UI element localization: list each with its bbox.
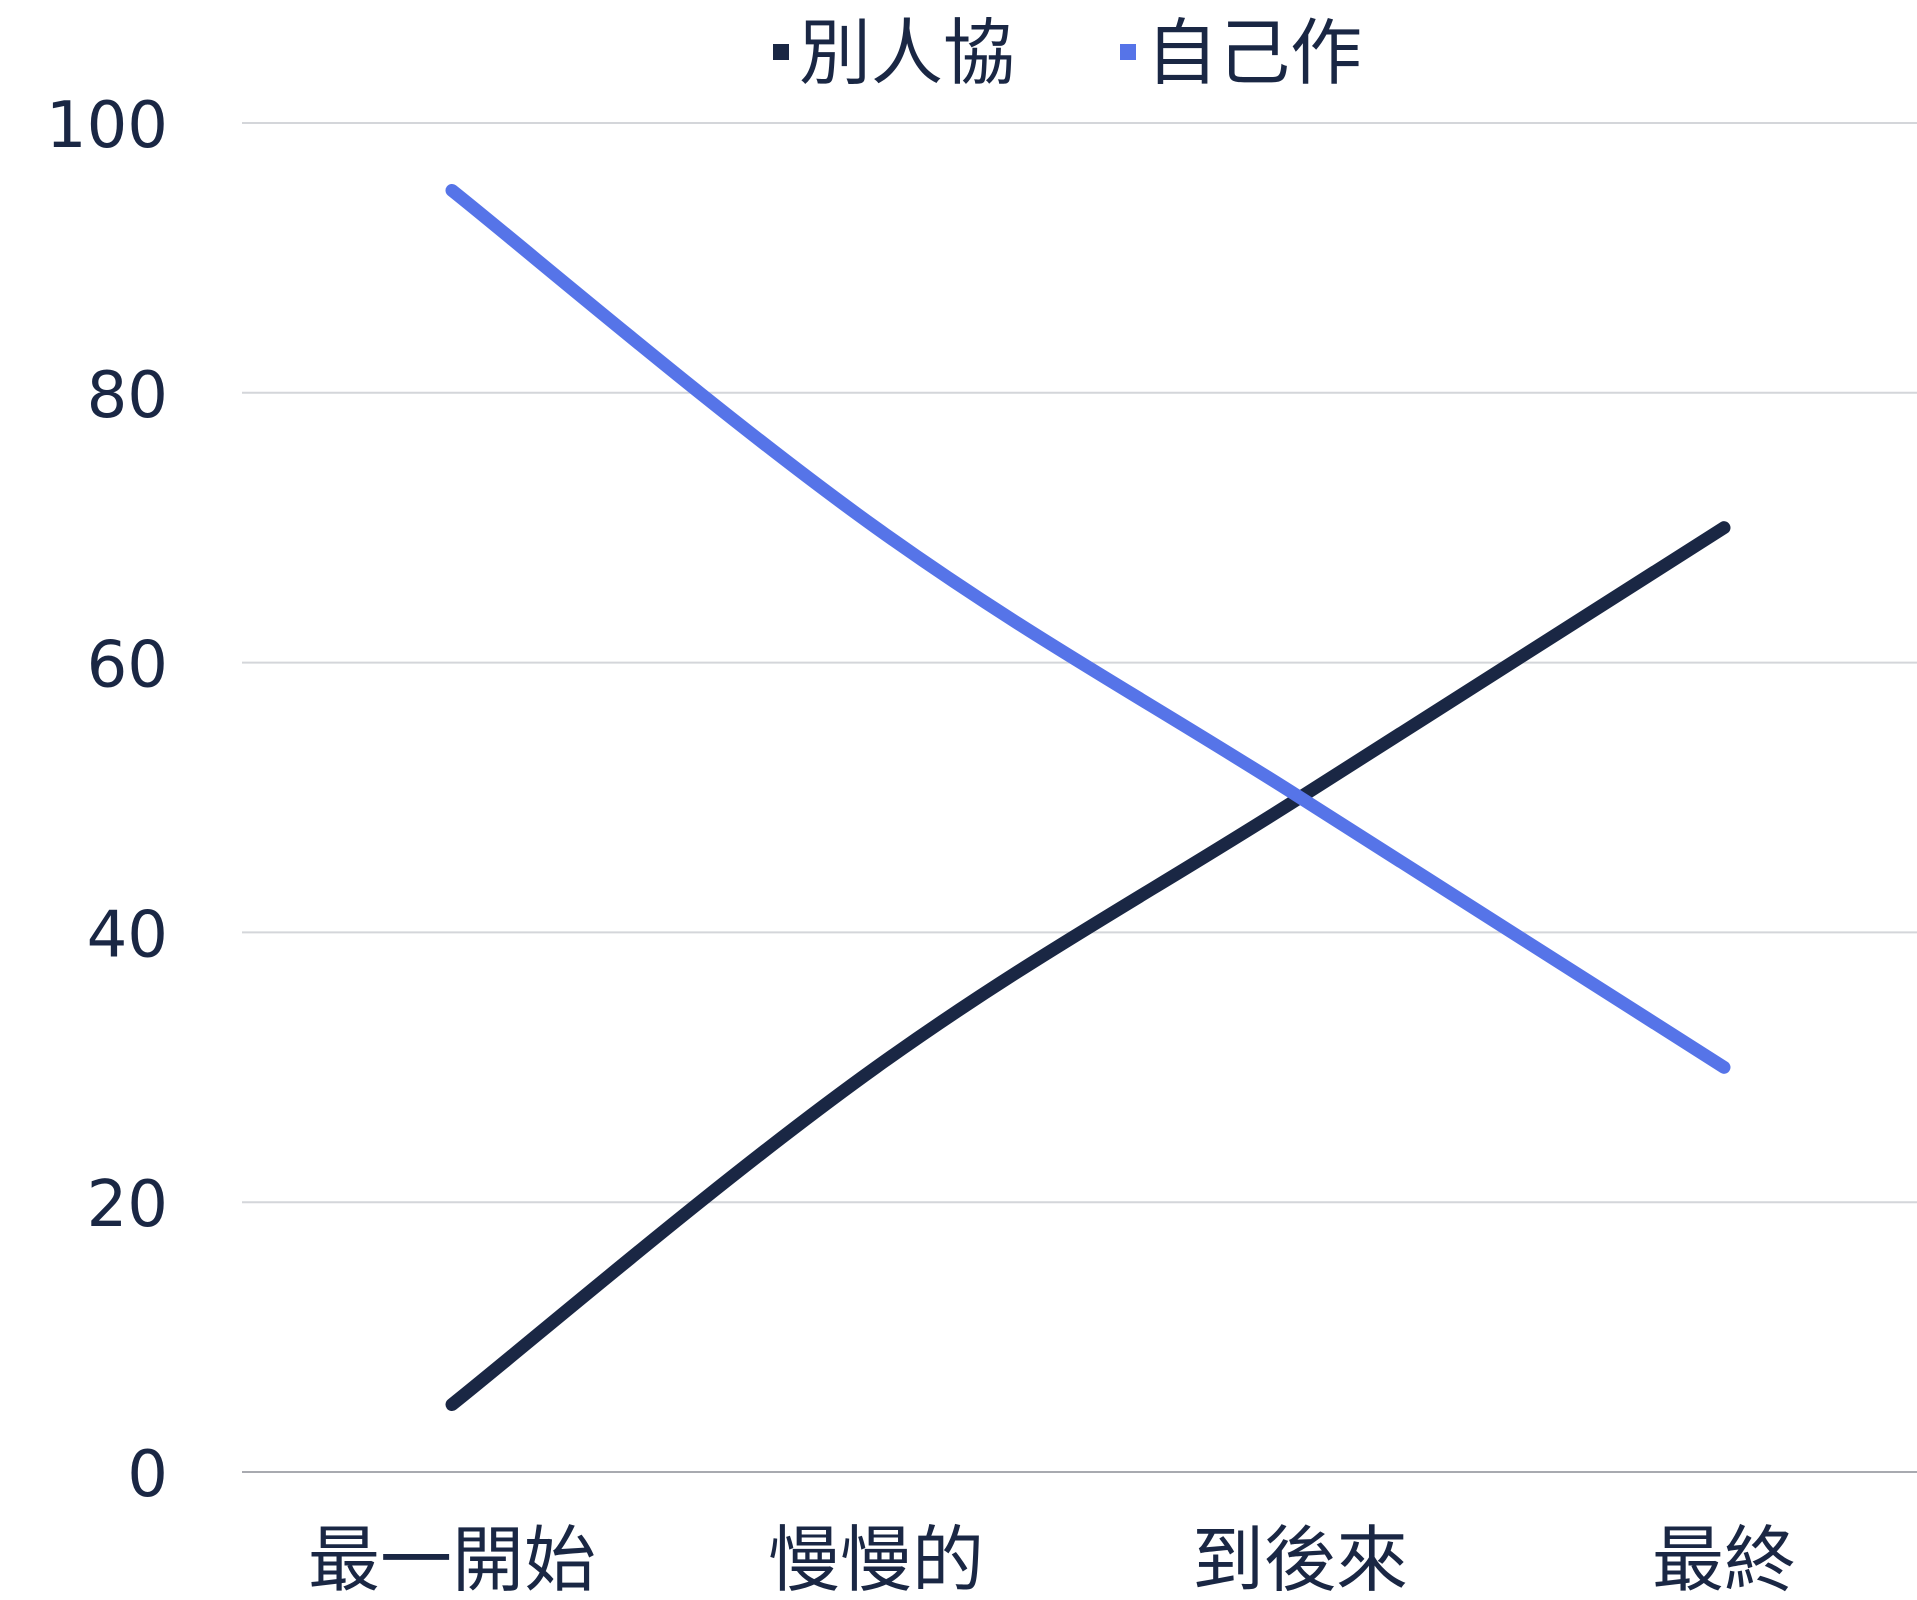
legend: 別人協 自己作 (773, 11, 1362, 95)
legend-item-1: 自己作 (1120, 11, 1362, 95)
x-tick-label: 最一開始 (308, 1518, 596, 1600)
legend-swatch (773, 44, 789, 60)
plot-area (445, 183, 1731, 1412)
x-axis: 最一開始 慢慢的 到後來 最終 (308, 1518, 1796, 1600)
y-tick-label: 20 (87, 1168, 168, 1242)
legend-swatch (1120, 44, 1136, 60)
y-tick-label: 80 (87, 359, 168, 433)
legend-label: 別人協 (799, 11, 1015, 95)
x-tick-label: 慢慢的 (768, 1518, 984, 1600)
x-tick-label: 最終 (1652, 1518, 1796, 1600)
legend-item-0: 別人協 (773, 11, 1015, 95)
y-tick-label: 100 (46, 89, 168, 163)
series-line-0 (445, 521, 1731, 1412)
x-tick-label: 到後來 (1192, 1518, 1408, 1600)
legend-label: 自己作 (1146, 11, 1362, 95)
y-tick-label: 40 (87, 898, 168, 972)
y-axis: 0 20 40 60 80 100 (46, 89, 168, 1512)
gridlines (242, 122, 1917, 1473)
y-tick-label: 60 (87, 629, 168, 703)
y-tick-label: 0 (127, 1438, 168, 1512)
series-line-1 (445, 183, 1731, 1074)
